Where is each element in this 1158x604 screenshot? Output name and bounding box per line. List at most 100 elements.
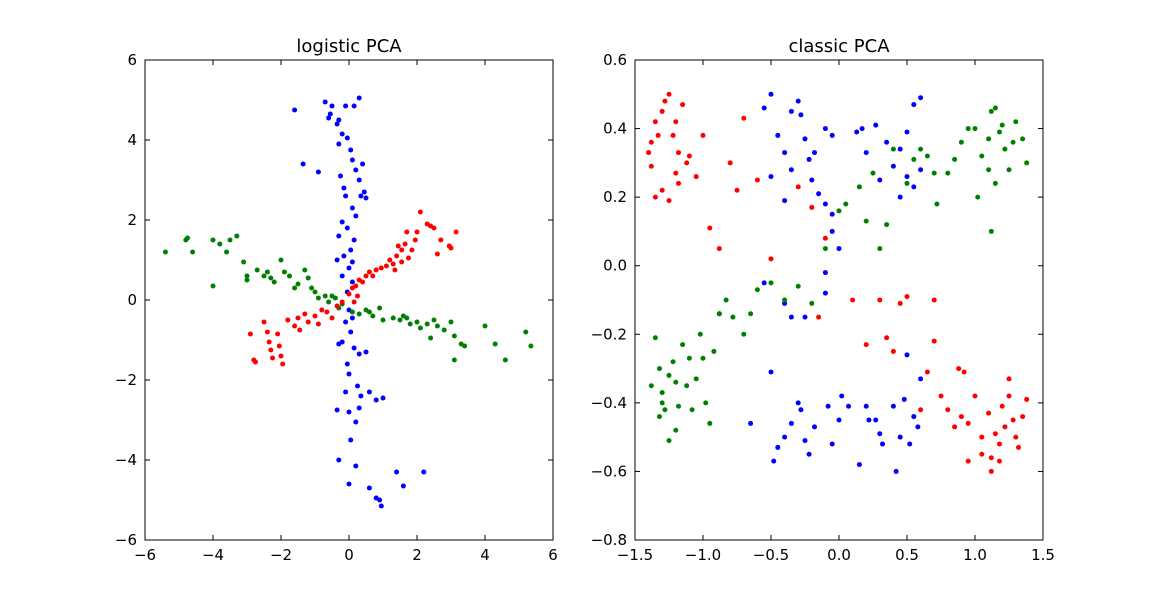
data-point (846, 403, 852, 409)
data-point (280, 361, 286, 367)
data-point (992, 180, 998, 186)
data-point (863, 342, 869, 348)
data-point (693, 174, 699, 180)
data-point (247, 331, 253, 337)
data-point (366, 269, 372, 275)
data-point (986, 410, 992, 416)
data-point (336, 117, 342, 123)
data-point (351, 345, 357, 351)
data-point (768, 91, 774, 97)
data-point (383, 263, 389, 269)
data-point (829, 441, 835, 447)
data-point (836, 208, 842, 214)
data-point (356, 351, 362, 357)
data-point (322, 99, 328, 105)
data-point (349, 205, 355, 211)
data-point (748, 420, 754, 426)
data-point (839, 393, 845, 399)
data-point (897, 300, 903, 306)
data-point (334, 257, 340, 263)
data-point (904, 129, 910, 135)
data-point (979, 434, 985, 440)
data-point (897, 434, 903, 440)
data-point (451, 357, 457, 363)
data-point (523, 329, 529, 335)
data-point (788, 167, 794, 173)
data-point (788, 420, 794, 426)
data-point (856, 462, 862, 468)
y-tick-label: 0.2 (603, 188, 627, 206)
data-point (1013, 119, 1019, 125)
data-point (716, 311, 722, 317)
data-point (798, 407, 804, 413)
y-tick-label: 0.6 (603, 51, 627, 69)
data-point (343, 389, 349, 395)
data-point (659, 390, 665, 396)
data-point (366, 309, 372, 315)
data-point (387, 257, 393, 263)
data-point (278, 257, 284, 263)
data-point (806, 451, 812, 457)
data-point (924, 369, 930, 375)
data-point (1013, 434, 1019, 440)
data-point (253, 359, 258, 365)
data-point (355, 293, 360, 299)
data-point (424, 321, 430, 327)
data-point (988, 228, 994, 234)
x-tick-label: 1.0 (963, 546, 987, 564)
y-tick-label: −0.6 (591, 462, 627, 480)
y-tick-label: −0.8 (591, 531, 627, 549)
data-point (482, 323, 488, 329)
data-point (986, 167, 992, 173)
data-point (400, 313, 406, 319)
data-point (448, 245, 454, 251)
data-point (348, 147, 354, 153)
data-point (305, 275, 311, 281)
data-point (734, 187, 740, 193)
x-tick-label: 0 (344, 546, 354, 564)
data-point (822, 246, 828, 252)
data-point (334, 407, 340, 413)
data-point (453, 229, 459, 235)
data-point (816, 191, 822, 197)
data-point (809, 204, 815, 210)
data-point (336, 341, 342, 347)
data-point (934, 201, 940, 207)
data-point (673, 170, 679, 176)
data-point (339, 219, 345, 225)
data-point (992, 105, 998, 111)
data-point (652, 335, 658, 341)
y-tick-label: −2 (115, 371, 137, 389)
data-point (292, 323, 298, 329)
data-point (809, 300, 815, 306)
data-point (843, 201, 849, 207)
data-point (782, 434, 788, 440)
data-point (287, 273, 292, 279)
data-point (863, 150, 869, 156)
data-point (275, 331, 281, 337)
data-point (315, 295, 321, 301)
data-point (700, 132, 706, 138)
data-point (268, 347, 274, 353)
data-point (782, 150, 788, 156)
data-point (300, 161, 306, 167)
data-point (656, 366, 662, 372)
data-point (680, 102, 686, 108)
data-point (775, 132, 781, 138)
data-point (988, 455, 994, 461)
x-tick-label: 0.0 (827, 546, 851, 564)
data-point (931, 297, 937, 303)
data-point (360, 161, 366, 167)
y-tick-label: −0.4 (591, 394, 627, 412)
data-point (897, 194, 903, 200)
data-point (795, 98, 801, 104)
data-point (334, 303, 340, 309)
data-point (996, 441, 1002, 447)
y-tick-label: 0.0 (603, 257, 627, 275)
data-point (438, 237, 444, 243)
data-point (972, 126, 978, 132)
data-point (353, 213, 359, 219)
data-point (431, 225, 437, 231)
data-point (356, 405, 362, 411)
